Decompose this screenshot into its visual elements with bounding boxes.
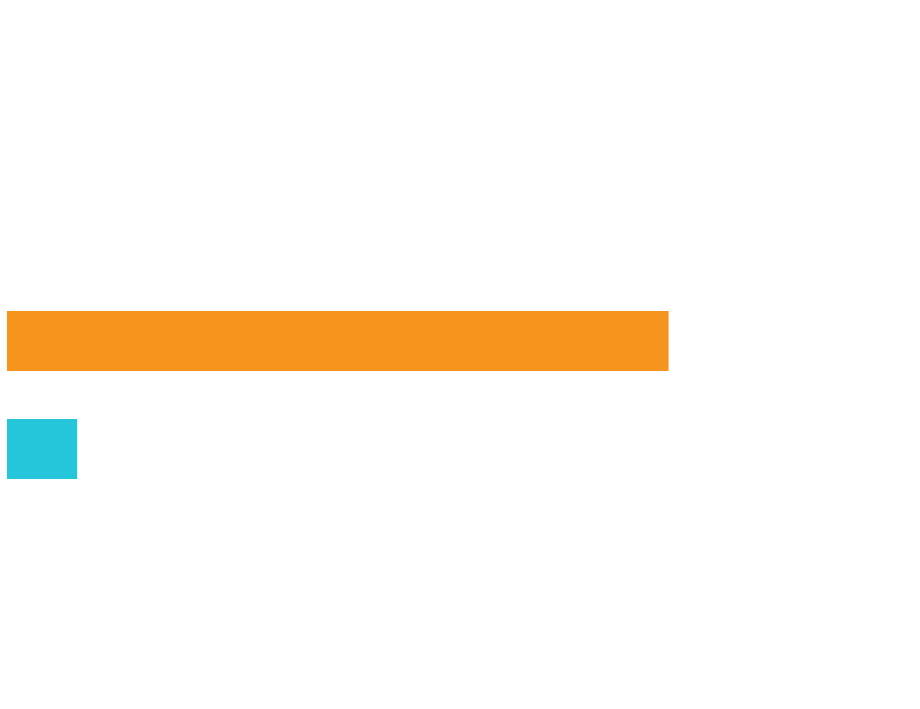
bar-1 [7, 311, 669, 371]
bar-2 [7, 419, 78, 479]
